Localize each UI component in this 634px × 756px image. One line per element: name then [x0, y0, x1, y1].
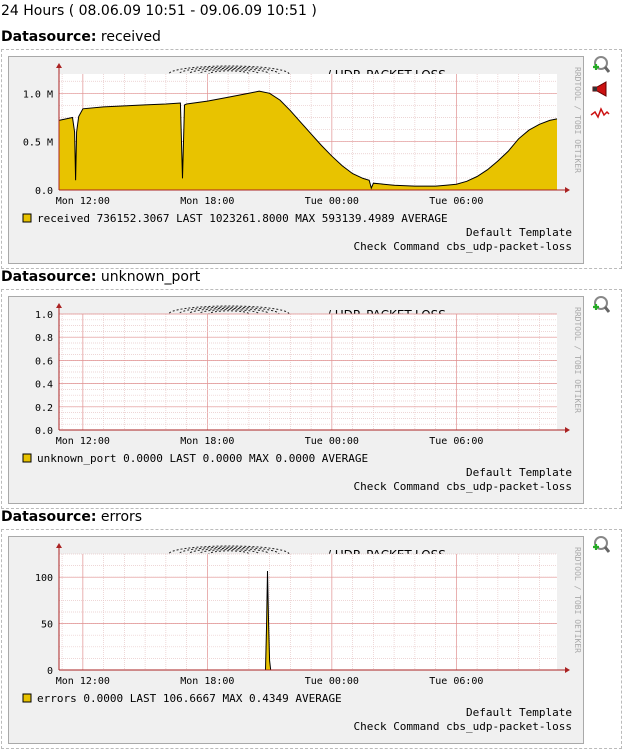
y-tick-label: 0.6 [35, 356, 53, 367]
x-tick-label: Tue 00:00 [305, 196, 359, 207]
legend-avg-value: 0.4349 [242, 692, 288, 705]
graph-action-icons [590, 295, 612, 319]
legend-avg-label: AVERAGE [315, 452, 368, 465]
legend-last-label: LAST [123, 692, 156, 705]
y-tick-label: 0.8 [35, 333, 53, 344]
legend-last-label: LAST [169, 212, 202, 225]
graph-template-label: Default Template [466, 226, 572, 239]
y-tick-label: 1.0 M [23, 89, 53, 100]
y-axis-arrow [56, 543, 62, 548]
x-tick-label: Tue 06:00 [429, 676, 483, 687]
datasource-name: errors [100, 509, 143, 525]
datasource-heading: Datasource: errors [1, 509, 142, 525]
x-tick-label: Mon 12:00 [56, 436, 110, 447]
x-axis-arrow [565, 187, 570, 193]
graph-command-label: Check Command cbs_udp-packet-loss [353, 480, 572, 493]
legend-last-value: 0.0000 [116, 452, 162, 465]
y-tick-label: 50 [41, 620, 53, 631]
legend-max-value: 0.0000 [196, 452, 242, 465]
x-tick-label: Mon 18:00 [180, 676, 234, 687]
graph-svg: / UDP_PACKET-LOSSRRDTOOL / TOBI OETIKER0… [22, 303, 582, 493]
graph-panel: / UDP_PACKET-LOSSRRDTOOL / TOBI OETIKER0… [1, 289, 622, 509]
graph-panel: / UDP_PACKET-LOSSRRDTOOL / TOBI OETIKER0… [1, 529, 622, 749]
graph-panel: / UDP_PACKET-LOSSRRDTOOL / TOBI OETIKER0… [1, 49, 622, 269]
x-tick-label: Tue 00:00 [305, 676, 359, 687]
legend-swatch [22, 213, 32, 223]
legend-avg-label: AVERAGE [395, 212, 448, 225]
graph-command-label: Check Command cbs_udp-packet-loss [353, 240, 572, 253]
datasource-label: Datasource: [1, 269, 97, 285]
legend-max-label: MAX [216, 692, 243, 705]
graph-action-icons [590, 55, 612, 127]
graph-action-icons [590, 535, 612, 559]
y-axis-arrow [56, 63, 62, 68]
rrdtool-watermark: RRDTOOL / TOBI OETIKER [573, 547, 582, 653]
x-axis-arrow [565, 667, 570, 673]
graph-template-label: Default Template [466, 466, 572, 479]
y-tick-label: 0.0 [35, 186, 53, 197]
datasource-label: Datasource: [1, 509, 97, 525]
series-line [58, 90, 558, 190]
x-axis-arrow [565, 427, 570, 433]
datasource-heading: Datasource: unknown_port [1, 269, 200, 285]
graph-image[interactable]: / UDP_PACKET-LOSSRRDTOOL / TOBI OETIKER0… [8, 56, 584, 264]
graph-template-label: Default Template [466, 706, 572, 719]
series-area [59, 91, 557, 190]
series-line [59, 570, 557, 671]
legend-text: unknown_port 0.0000 LAST 0.0000 MAX 0.00… [37, 452, 368, 465]
y-tick-label: 0.4 [35, 380, 53, 391]
y-tick-label: 0.5 M [23, 138, 53, 149]
y-axis-arrow [56, 303, 62, 308]
legend-last-value: 736152.3067 [90, 212, 169, 225]
y-tick-label: 1.0 [35, 310, 53, 321]
legend-avg-label: AVERAGE [289, 692, 342, 705]
legend-last-value: 0.0000 [77, 692, 123, 705]
rrdtool-watermark: RRDTOOL / TOBI OETIKER [573, 67, 582, 173]
x-tick-label: Mon 12:00 [56, 676, 110, 687]
datasource-heading: Datasource: received [1, 29, 161, 45]
legend-avg-value: 593139.4989 [315, 212, 394, 225]
graph-image[interactable]: / UDP_PACKET-LOSSRRDTOOL / TOBI OETIKER0… [8, 536, 584, 744]
legend-swatch [22, 453, 32, 463]
datasource-label: Datasource: [1, 29, 97, 45]
graph-image[interactable]: / UDP_PACKET-LOSSRRDTOOL / TOBI OETIKER0… [8, 296, 584, 504]
legend-max-label: MAX [289, 212, 316, 225]
graph-svg: / UDP_PACKET-LOSSRRDTOOL / TOBI OETIKER0… [22, 63, 582, 253]
graph-svg: / UDP_PACKET-LOSSRRDTOOL / TOBI OETIKER0… [22, 543, 582, 733]
legend-max-value: 106.6667 [156, 692, 216, 705]
legend-name: unknown_port [37, 452, 116, 465]
x-tick-label: Mon 12:00 [56, 196, 110, 207]
x-tick-label: Mon 18:00 [180, 196, 234, 207]
alert-horn-icon[interactable] [590, 79, 610, 99]
y-tick-label: 100 [35, 573, 53, 584]
x-tick-label: Tue 06:00 [429, 436, 483, 447]
rrdtool-watermark: RRDTOOL / TOBI OETIKER [573, 307, 582, 413]
legend-avg-value: 0.0000 [269, 452, 315, 465]
legend-max-label: MAX [242, 452, 269, 465]
zoom-icon[interactable] [590, 535, 610, 555]
legend-name: errors [37, 692, 77, 705]
x-tick-label: Tue 00:00 [305, 436, 359, 447]
x-tick-label: Tue 06:00 [429, 196, 483, 207]
legend-text: received 736152.3067 LAST 1023261.8000 M… [37, 212, 448, 225]
x-tick-label: Mon 18:00 [180, 436, 234, 447]
y-tick-label: 0.0 [35, 426, 53, 437]
datasource-name: unknown_port [100, 269, 201, 285]
legend-last-label: LAST [163, 452, 196, 465]
trend-icon[interactable] [590, 103, 610, 123]
legend-swatch [22, 693, 32, 703]
legend-max-value: 1023261.8000 [203, 212, 289, 225]
graph-command-label: Check Command cbs_udp-packet-loss [353, 720, 572, 733]
datasource-name: received [100, 29, 161, 45]
range-title: 24 Hours ( 08.06.09 10:51 - 09.06.09 10:… [1, 3, 317, 19]
y-tick-label: 0.2 [35, 403, 53, 414]
zoom-icon[interactable] [590, 55, 610, 75]
legend-name: received [37, 212, 90, 225]
legend-text: errors 0.0000 LAST 106.6667 MAX 0.4349 A… [37, 692, 342, 705]
zoom-icon[interactable] [590, 295, 610, 315]
y-tick-label: 0 [47, 666, 53, 677]
